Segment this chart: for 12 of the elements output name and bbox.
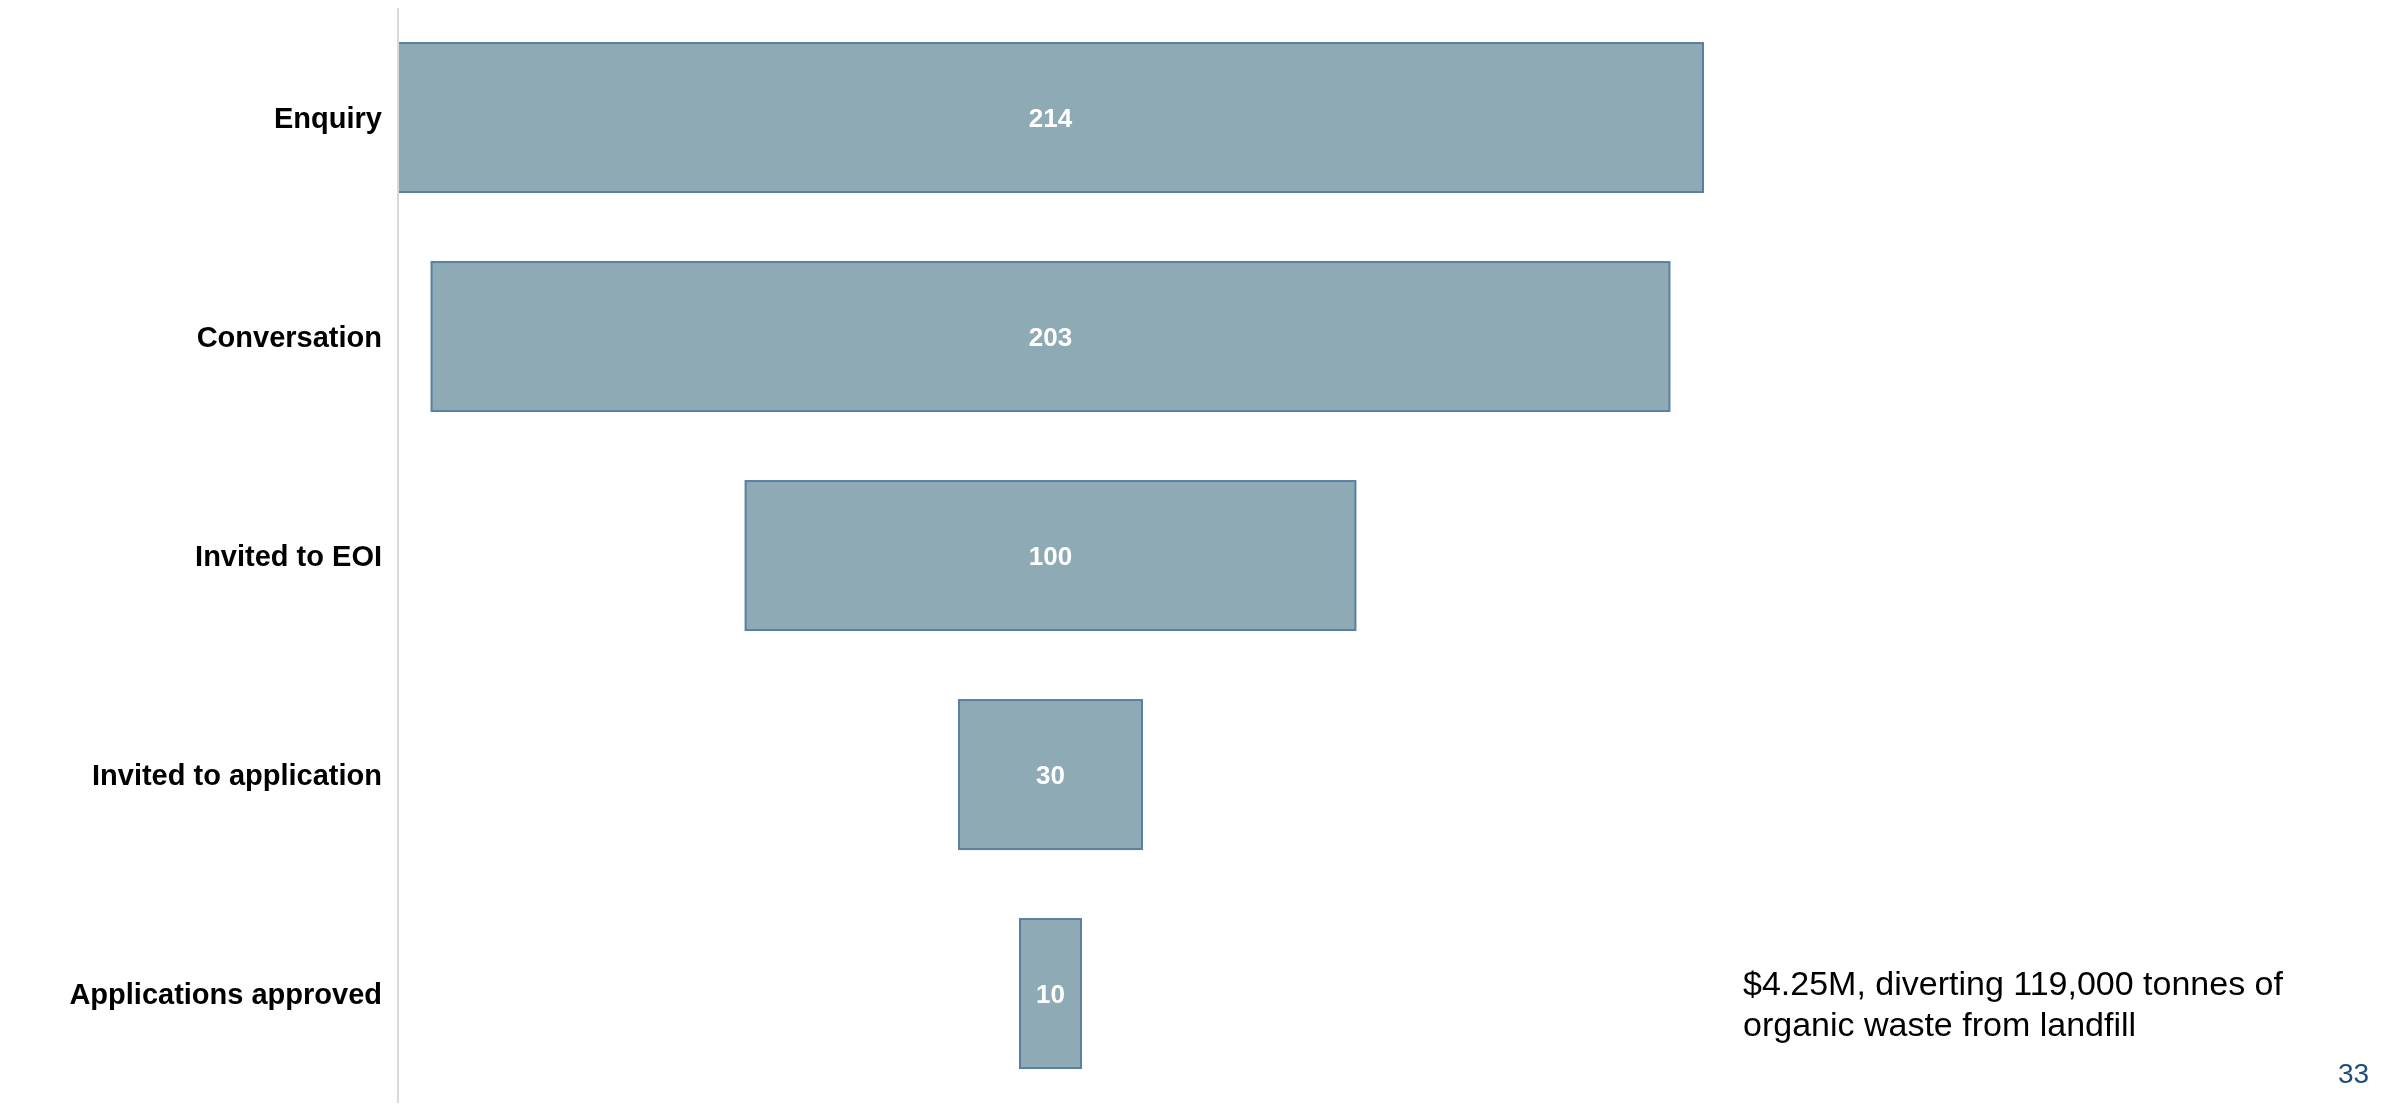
category-label: Applications approved [69, 977, 382, 1010]
category-label: Invited to EOI [195, 539, 382, 572]
category-label: Enquiry [274, 101, 382, 134]
data-label: 214 [1028, 102, 1073, 133]
text: 33 [2338, 1058, 2370, 1090]
category-label: Conversation [196, 320, 382, 353]
data-label: 203 [1028, 321, 1073, 352]
data-label: 100 [1028, 540, 1073, 571]
data-label: 10 [1036, 978, 1065, 1009]
data-label: 30 [1036, 759, 1065, 790]
text: $4.25M, diverting 119,000 tonnes of organic waste from landfill [1743, 963, 2284, 1045]
category-label: Invited to application [91, 758, 382, 791]
